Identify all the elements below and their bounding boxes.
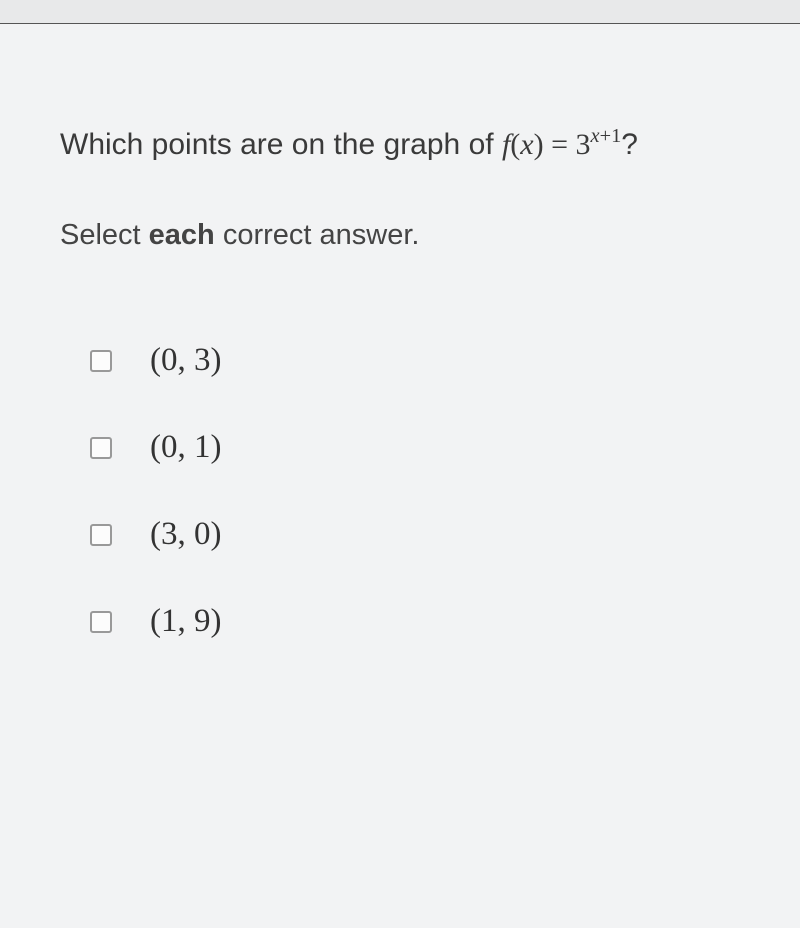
option-row: (0, 3)	[90, 342, 750, 379]
window-top-bar	[0, 0, 800, 24]
math-expression: f(x) = 3x+1	[502, 128, 621, 161]
exp-plus: +	[600, 125, 612, 147]
exponent: x+1	[591, 125, 622, 147]
variable-x: x	[520, 128, 533, 161]
checkbox-option-3[interactable]	[90, 524, 112, 546]
option-row: (3, 0)	[90, 516, 750, 553]
question-text: Which points are on the graph of f(x) = …	[60, 124, 750, 164]
instruction-text: Select each correct answer.	[60, 219, 750, 252]
instruction-pre: Select	[60, 219, 149, 251]
options-list: (0, 3) (0, 1) (3, 0) (1, 9)	[60, 342, 750, 640]
option-row: (0, 1)	[90, 429, 750, 466]
question-mark: ?	[621, 128, 638, 161]
equals-sign: =	[544, 128, 576, 161]
open-paren: (	[510, 128, 520, 161]
instruction-bold: each	[149, 219, 215, 251]
exp-one: 1	[611, 125, 621, 147]
option-label-2: (0, 1)	[150, 429, 221, 466]
base-3: 3	[576, 128, 591, 161]
close-paren: )	[534, 128, 544, 161]
checkbox-option-2[interactable]	[90, 437, 112, 459]
checkbox-option-4[interactable]	[90, 611, 112, 633]
question-prefix: Which points are on the graph of	[60, 128, 502, 161]
exp-var: x	[591, 125, 600, 147]
option-row: (1, 9)	[90, 603, 750, 640]
option-label-1: (0, 3)	[150, 342, 221, 379]
instruction-post: correct answer.	[215, 219, 420, 251]
option-label-4: (1, 9)	[150, 603, 221, 640]
question-content: Which points are on the graph of f(x) = …	[0, 24, 800, 740]
option-label-3: (3, 0)	[150, 516, 221, 553]
checkbox-option-1[interactable]	[90, 350, 112, 372]
